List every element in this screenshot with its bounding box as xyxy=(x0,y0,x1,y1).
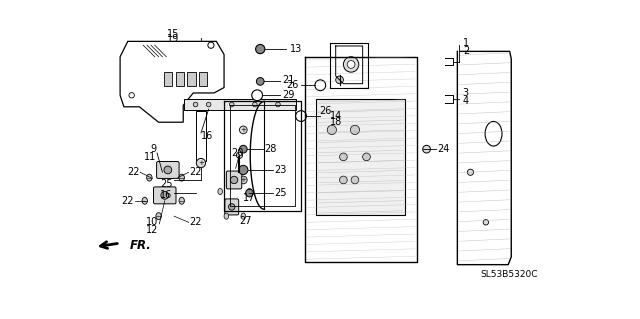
Bar xyxy=(175,72,184,86)
Circle shape xyxy=(230,102,234,107)
Circle shape xyxy=(196,159,205,168)
Circle shape xyxy=(276,102,280,107)
Ellipse shape xyxy=(156,213,161,219)
Text: 22: 22 xyxy=(189,217,202,227)
Text: 20: 20 xyxy=(232,148,244,158)
Text: 18: 18 xyxy=(330,117,342,127)
Circle shape xyxy=(255,44,265,54)
Circle shape xyxy=(363,153,371,161)
Text: 22: 22 xyxy=(127,167,140,177)
Text: 21: 21 xyxy=(283,75,295,85)
Ellipse shape xyxy=(367,103,389,134)
Bar xyxy=(198,72,207,86)
Circle shape xyxy=(253,102,257,107)
Circle shape xyxy=(239,126,247,134)
Bar xyxy=(164,72,172,86)
Circle shape xyxy=(315,80,326,91)
Circle shape xyxy=(348,61,355,68)
Text: 15: 15 xyxy=(167,29,179,39)
Ellipse shape xyxy=(241,213,246,219)
Circle shape xyxy=(161,191,169,199)
Circle shape xyxy=(296,111,307,122)
Text: 17: 17 xyxy=(243,193,255,203)
Circle shape xyxy=(208,42,214,48)
Text: 2: 2 xyxy=(463,46,469,56)
Text: 16: 16 xyxy=(160,190,172,200)
Ellipse shape xyxy=(179,197,184,204)
Circle shape xyxy=(239,176,247,184)
Text: 9: 9 xyxy=(150,144,156,154)
Ellipse shape xyxy=(179,174,184,181)
Text: 14: 14 xyxy=(330,111,342,121)
Circle shape xyxy=(129,93,134,98)
Text: SL53B5320C: SL53B5320C xyxy=(480,270,538,279)
Text: +: + xyxy=(241,127,246,133)
Text: 22: 22 xyxy=(189,167,202,177)
Circle shape xyxy=(422,145,431,153)
Circle shape xyxy=(164,166,172,174)
Text: 13: 13 xyxy=(289,44,301,54)
Text: 25: 25 xyxy=(160,179,172,189)
Text: FR.: FR. xyxy=(130,239,152,252)
Ellipse shape xyxy=(485,122,502,146)
Text: 29: 29 xyxy=(283,90,295,100)
FancyBboxPatch shape xyxy=(154,187,176,204)
Text: +: + xyxy=(198,160,204,166)
Bar xyxy=(196,111,206,161)
Text: 4: 4 xyxy=(463,96,469,106)
Text: 24: 24 xyxy=(437,144,450,154)
Ellipse shape xyxy=(142,197,147,204)
Text: 19: 19 xyxy=(167,34,179,44)
Text: 26: 26 xyxy=(286,80,299,90)
FancyBboxPatch shape xyxy=(227,171,242,189)
Circle shape xyxy=(193,102,198,107)
Text: 25: 25 xyxy=(274,188,287,198)
Text: 11: 11 xyxy=(144,152,156,162)
Circle shape xyxy=(351,176,359,184)
Circle shape xyxy=(206,102,211,107)
Text: +: + xyxy=(241,177,246,183)
Polygon shape xyxy=(120,41,224,122)
Circle shape xyxy=(467,169,474,175)
Circle shape xyxy=(257,78,264,85)
Text: 3: 3 xyxy=(463,88,469,98)
Circle shape xyxy=(230,176,237,184)
Circle shape xyxy=(239,145,247,153)
Circle shape xyxy=(228,204,235,210)
Circle shape xyxy=(344,57,359,72)
Text: 1: 1 xyxy=(463,38,469,48)
Text: 23: 23 xyxy=(274,165,287,175)
Text: 10: 10 xyxy=(147,217,159,227)
Circle shape xyxy=(483,219,488,225)
Text: 27: 27 xyxy=(239,216,252,226)
Text: 22: 22 xyxy=(122,196,134,206)
Circle shape xyxy=(327,125,337,135)
FancyBboxPatch shape xyxy=(225,199,239,215)
Circle shape xyxy=(336,76,344,84)
Bar xyxy=(187,72,196,86)
Circle shape xyxy=(350,125,360,135)
Circle shape xyxy=(239,165,248,174)
Circle shape xyxy=(340,176,348,184)
Ellipse shape xyxy=(147,174,152,181)
Bar xyxy=(184,99,296,110)
Text: 16: 16 xyxy=(201,131,213,141)
Circle shape xyxy=(340,153,348,161)
Text: 28: 28 xyxy=(264,144,276,154)
Circle shape xyxy=(246,189,253,197)
Circle shape xyxy=(252,90,262,101)
Ellipse shape xyxy=(224,213,228,219)
Text: 12: 12 xyxy=(146,225,159,235)
Text: 26: 26 xyxy=(319,106,331,116)
Circle shape xyxy=(236,152,243,159)
Ellipse shape xyxy=(218,189,223,195)
Bar xyxy=(316,99,405,215)
Ellipse shape xyxy=(247,189,252,195)
FancyBboxPatch shape xyxy=(157,161,179,178)
